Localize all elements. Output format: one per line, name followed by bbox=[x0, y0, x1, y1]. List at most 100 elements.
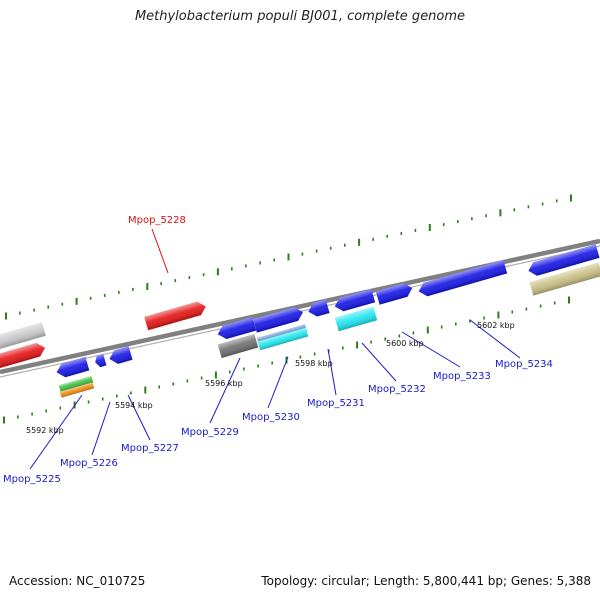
gene-shading bbox=[109, 346, 133, 364]
gene-shading bbox=[0, 343, 45, 369]
scale-tick bbox=[455, 322, 457, 326]
scale-tick bbox=[146, 283, 149, 290]
gene-feature-blue-h bbox=[56, 356, 90, 378]
scale-tick bbox=[158, 385, 160, 389]
scale-tick bbox=[485, 214, 487, 218]
scale-tick bbox=[216, 268, 219, 276]
gene-feature-blue-c bbox=[308, 299, 330, 317]
gene-feature-green bbox=[58, 375, 94, 393]
scale-tick bbox=[130, 391, 132, 395]
scale-tick bbox=[33, 308, 35, 312]
gene-label-mpop-5234: Mpop_5234 bbox=[495, 359, 553, 370]
scale-tick bbox=[527, 205, 530, 209]
scale-tick bbox=[358, 238, 361, 246]
gene-feature-olive bbox=[529, 262, 600, 296]
gene-feature-blue-f bbox=[418, 259, 508, 297]
scale-tick bbox=[174, 279, 177, 283]
scale-tick bbox=[287, 253, 290, 261]
scale-tick bbox=[19, 311, 21, 315]
scale-tick bbox=[398, 334, 401, 338]
gene-shading bbox=[375, 283, 413, 305]
scale-tick bbox=[386, 234, 388, 238]
scale-tick bbox=[499, 209, 502, 217]
gene-feature-mpop-5228 bbox=[144, 301, 206, 331]
scale-tick bbox=[144, 386, 147, 394]
gene-label-mpop-5225: Mpop_5225 bbox=[3, 474, 61, 485]
scale-tick bbox=[539, 304, 542, 308]
scale-tick bbox=[342, 346, 344, 350]
leader-mpop-5233 bbox=[401, 331, 461, 368]
scale-label-5596-kbp: 5596 kbp bbox=[205, 379, 243, 388]
gene-features bbox=[0, 244, 600, 398]
gene-shading bbox=[257, 327, 309, 351]
backbone-strand-outer bbox=[0, 238, 600, 375]
scale-tick bbox=[243, 367, 245, 371]
scale-tick bbox=[202, 273, 205, 277]
scale-tick bbox=[89, 296, 92, 300]
gene-label-mpop-5232: Mpop_5232 bbox=[368, 384, 426, 395]
scale-tick-rows bbox=[3, 194, 572, 424]
scale-tick bbox=[483, 316, 485, 320]
scale-tick bbox=[257, 364, 259, 368]
accession-text: Accession: NC_010725 bbox=[9, 574, 146, 588]
gene-shading bbox=[418, 259, 508, 297]
scale-tick bbox=[160, 282, 162, 286]
scale-tick bbox=[457, 220, 459, 224]
gene-shading bbox=[0, 322, 46, 352]
leader-mpop-5225 bbox=[29, 394, 83, 470]
scale-label-5600-kbp: 5600 kbp bbox=[386, 339, 424, 348]
scale-tick bbox=[229, 370, 231, 374]
gene-shading bbox=[95, 353, 107, 368]
scale-tick bbox=[200, 376, 203, 380]
gene-feature-blue-g bbox=[528, 244, 600, 276]
gene-feature-blue-d bbox=[334, 288, 376, 312]
gene-shading bbox=[144, 301, 206, 331]
scale-tick bbox=[5, 312, 7, 320]
scale-tick bbox=[273, 258, 275, 262]
gene-shading bbox=[253, 307, 304, 333]
scale-tick bbox=[426, 326, 429, 334]
scale-tick bbox=[172, 382, 175, 386]
scale-tick bbox=[259, 261, 261, 265]
outer-tick-row bbox=[5, 194, 572, 320]
gene-feature-darkgray bbox=[217, 334, 259, 358]
gene-shading bbox=[217, 317, 257, 340]
gene-feature-orange bbox=[59, 382, 95, 398]
scale-tick bbox=[188, 276, 191, 280]
gene-shading bbox=[308, 299, 330, 317]
scale-tick bbox=[17, 415, 19, 419]
feature-labels: 5592 kbp 5594 kbp 5596 kbp 5598 kbp 5600 kbp… bbox=[3, 215, 553, 485]
scale-tick bbox=[3, 416, 5, 424]
leader-mpop-5226 bbox=[91, 401, 111, 456]
gene-feature-cyan-a bbox=[257, 327, 309, 351]
gene-label-mpop-5228: Mpop_5228 bbox=[128, 215, 186, 226]
scale-tick bbox=[186, 379, 189, 383]
scale-tick bbox=[412, 331, 415, 335]
scale-tick bbox=[87, 400, 90, 404]
scale-tick bbox=[103, 293, 106, 297]
scale-tick bbox=[313, 352, 316, 356]
scale-tick bbox=[45, 409, 47, 413]
scale-tick bbox=[214, 371, 217, 379]
scale-tick bbox=[59, 406, 62, 410]
gene-shading bbox=[59, 382, 95, 398]
gene-label-mpop-5229: Mpop_5229 bbox=[181, 427, 239, 438]
gene-shading bbox=[334, 306, 378, 332]
scale-tick bbox=[315, 249, 318, 253]
scale-tick bbox=[132, 287, 134, 291]
gene-feature-blue-e bbox=[375, 283, 413, 305]
gene-feature-gray-top bbox=[0, 322, 46, 352]
scale-tick bbox=[440, 325, 443, 329]
scale-tick bbox=[47, 305, 49, 309]
scale-tick bbox=[525, 307, 528, 311]
scale-tick bbox=[344, 243, 346, 247]
map-title: Methylobacterium populi BJ001, complete … bbox=[134, 9, 466, 24]
gene-shading bbox=[528, 244, 600, 276]
gene-feature-cyan-b bbox=[334, 306, 378, 332]
scale-label-5598-kbp: 5598 kbp bbox=[295, 359, 333, 368]
scale-tick bbox=[271, 361, 273, 365]
leader-mpop-5230 bbox=[267, 356, 289, 409]
scale-tick bbox=[245, 264, 247, 268]
